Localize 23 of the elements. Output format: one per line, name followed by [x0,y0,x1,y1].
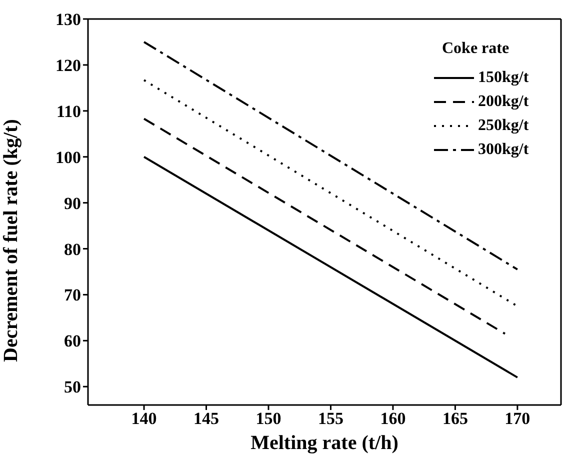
legend-label: 250kg/t [478,117,529,135]
y-tick-label: 130 [56,10,81,30]
y-tick-label: 70 [64,286,81,305]
legend-label: 150kg/t [478,69,529,87]
x-tick-label: 145 [194,409,219,428]
y-tick-label: 120 [56,56,81,75]
x-tick-label: 160 [380,409,406,428]
legend-label: 300kg/t [478,141,529,159]
legend-title: Coke rate [442,40,510,58]
x-tick-label: 170 [504,409,530,428]
legend-label: 200kg/t [478,93,529,111]
y-tick-label: 100 [56,148,81,167]
y-tick-label: 80 [64,240,81,259]
y-tick-label: 90 [64,194,81,213]
x-tick-label: 140 [131,409,157,428]
x-axis-title: Melting rate (t/h) [250,432,398,454]
x-tick-label: 155 [318,409,344,428]
y-tick-label: 110 [56,102,81,121]
y-tick-label: 60 [64,332,81,351]
x-tick-label: 165 [442,409,468,428]
y-axis-title: Decrement of fuel rate (kg/t) [0,119,22,362]
x-tick-label: 150 [256,409,282,428]
y-tick-label: 50 [64,378,81,397]
